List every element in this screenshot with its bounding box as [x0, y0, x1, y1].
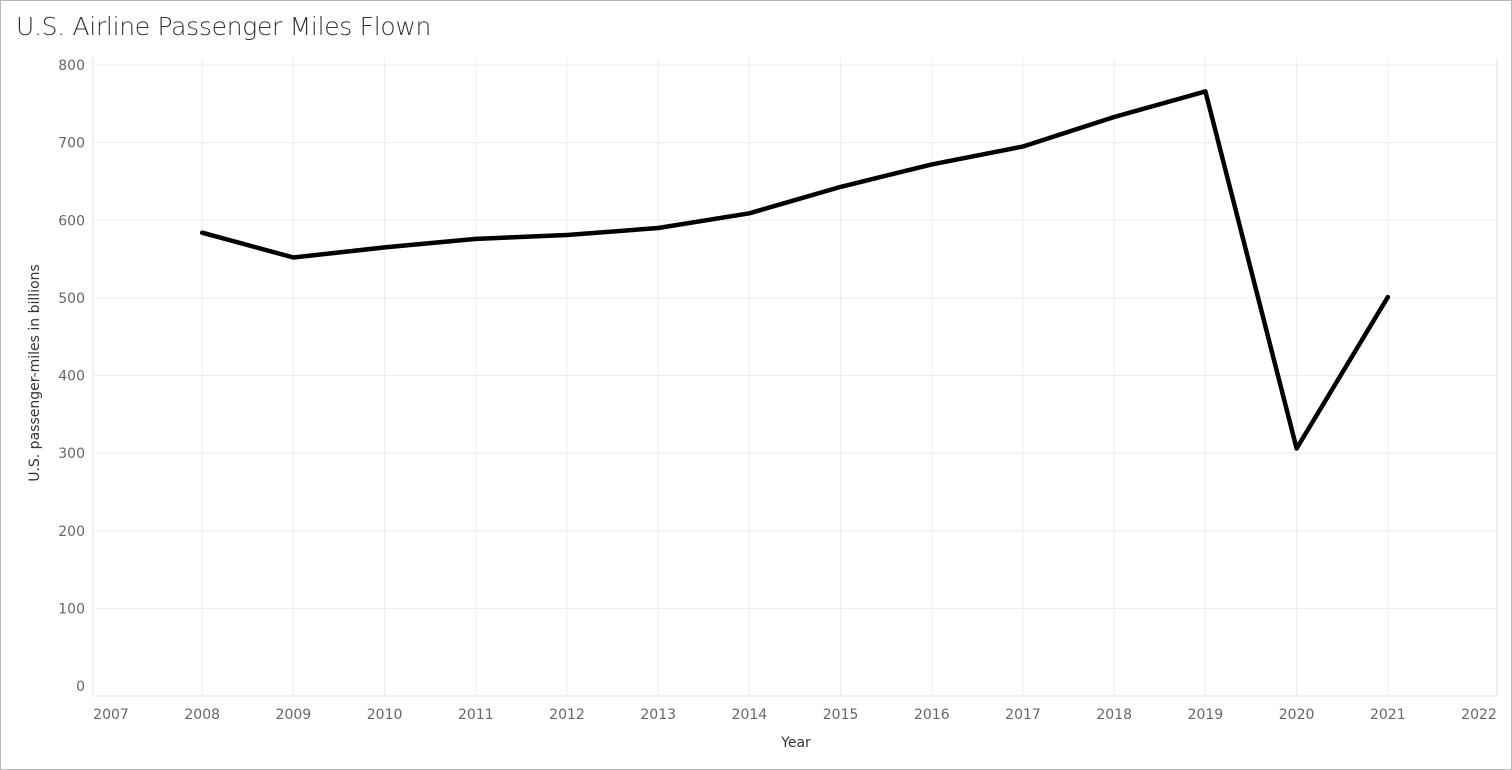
- y-tick-label: 400: [58, 369, 85, 385]
- x-axis-label: Year: [780, 735, 811, 751]
- x-tick-label: 2009: [276, 707, 312, 723]
- gridlines: [92, 58, 1498, 697]
- x-tick-label: 2021: [1370, 707, 1406, 723]
- y-axis-label: U.S. passenger-miles in billions: [27, 264, 43, 482]
- x-tick-label: 2017: [1005, 707, 1041, 723]
- data-points: [200, 89, 1390, 451]
- data-point-2012: [565, 232, 569, 237]
- y-tick-label: 0: [76, 679, 85, 695]
- x-tick-label: 2022: [1461, 707, 1497, 723]
- chart-title: U.S. Airline Passenger Miles Flown: [16, 12, 432, 41]
- x-tick-label: 2010: [367, 707, 403, 723]
- data-point-2019: [1203, 89, 1208, 94]
- x-tick-label: 2016: [914, 707, 950, 723]
- x-tick-label: 2013: [640, 707, 676, 723]
- data-point-2016: [929, 162, 934, 167]
- data-point-2008: [200, 230, 205, 235]
- x-tick-label: 2014: [732, 707, 768, 723]
- data-point-2010: [382, 245, 387, 250]
- data-point-2021: [1385, 295, 1390, 300]
- data-point-2011: [473, 236, 478, 241]
- y-tick-label: 300: [58, 446, 85, 462]
- data-point-2018: [1112, 115, 1117, 120]
- y-tick-label: 800: [58, 58, 85, 74]
- x-tick-label: 2018: [1096, 707, 1132, 723]
- y-tick-label: 600: [58, 213, 85, 229]
- data-point-2017: [1021, 144, 1025, 149]
- x-tick-label: 2019: [1188, 707, 1224, 723]
- x-tick-label: 2012: [549, 707, 585, 723]
- y-tick-label: 500: [58, 291, 85, 307]
- series-line: [199, 89, 1391, 451]
- x-tick-label: 2020: [1279, 707, 1315, 723]
- x-tick-label: 2008: [184, 707, 220, 723]
- data-point-2009: [291, 255, 296, 260]
- y-tick-label: 200: [58, 524, 85, 540]
- data-point-2014: [747, 211, 752, 216]
- x-tick-label: 2007: [93, 707, 129, 723]
- data-point-2015: [838, 184, 843, 189]
- data-point-2013: [656, 226, 661, 231]
- x-axis-ticks: 2007 2008 2009 2010 2011 2012 2013 2014 2015 2016…: [93, 707, 1497, 723]
- y-axis-ticks: 0 100 200 300 400 500 600 700 800: [58, 58, 85, 695]
- y-tick-label: 700: [58, 136, 85, 152]
- data-point-2020: [1294, 446, 1299, 451]
- x-tick-label: 2011: [458, 707, 494, 723]
- x-tick-label: 2015: [823, 707, 859, 723]
- y-tick-label: 100: [58, 601, 85, 617]
